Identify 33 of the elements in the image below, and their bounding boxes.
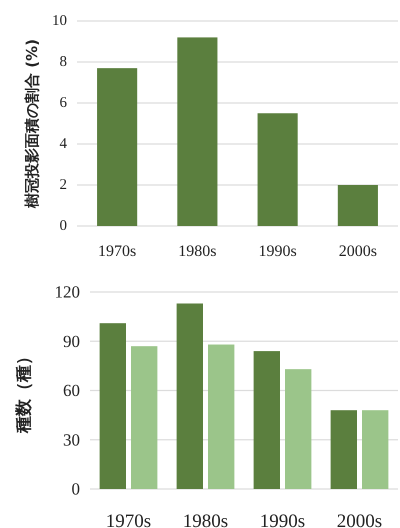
x-tick-label: 1990s <box>260 511 306 528</box>
bar <box>362 410 388 489</box>
x-tick-label: 1980s <box>178 243 216 260</box>
bar <box>330 410 357 489</box>
bar <box>254 351 280 489</box>
y-tick-label: 0 <box>72 480 80 498</box>
bar <box>208 344 234 489</box>
y-tick-label: 0 <box>60 218 67 234</box>
x-tick-label: 1970s <box>106 511 152 528</box>
y-tick-label: 90 <box>63 332 80 351</box>
bar <box>285 369 312 489</box>
y-axis-title: 種数（種） <box>14 348 34 434</box>
bar <box>100 323 126 489</box>
bar <box>176 303 203 489</box>
x-tick-label: 1980s <box>182 511 228 528</box>
x-tick-label: 2000s <box>336 511 382 528</box>
bar <box>97 68 138 226</box>
y-tick-label: 30 <box>63 430 80 450</box>
bar <box>131 346 158 489</box>
y-tick-label: 2 <box>60 177 67 193</box>
y-tick-label: 10 <box>52 13 67 29</box>
y-tick-label: 8 <box>60 54 67 70</box>
bar <box>338 185 378 226</box>
y-tick-label: 120 <box>54 282 80 302</box>
x-tick-label: 1970s <box>98 243 136 260</box>
bar <box>258 113 298 226</box>
y-tick-label: 4 <box>60 136 68 152</box>
y-tick-label: 6 <box>60 95 68 111</box>
x-tick-label: 2000s <box>338 243 377 260</box>
bar <box>177 37 218 226</box>
y-axis-title: 樹冠投影面積の割合 (%) <box>23 39 41 209</box>
x-tick-label: 1990s <box>258 243 297 260</box>
y-tick-label: 60 <box>63 381 80 400</box>
